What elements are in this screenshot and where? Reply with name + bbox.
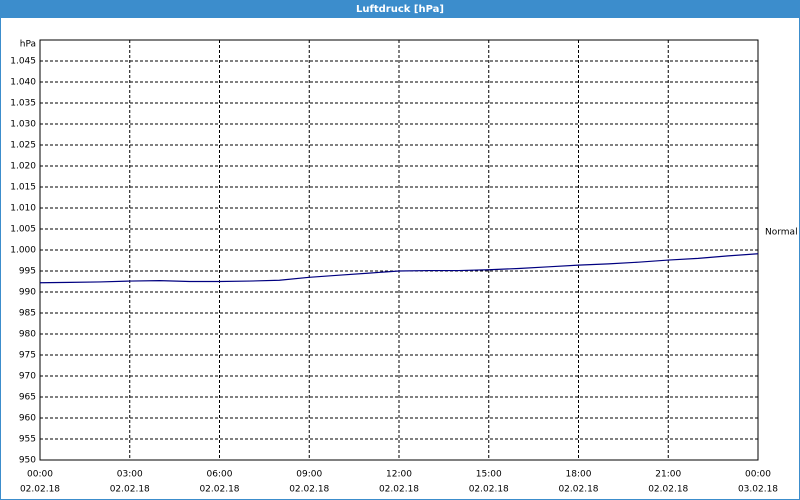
chart-title: Luftdruck [hPa] <box>356 4 444 15</box>
y-axis-label: hPa <box>20 40 36 50</box>
y-tick-label: 975 <box>19 351 36 361</box>
plot-frame <box>39 39 759 461</box>
x-tick-date: 02.02.18 <box>289 485 329 495</box>
y-tick-label: 1.010 <box>10 204 36 214</box>
y-tick-label: 960 <box>19 414 36 424</box>
y-tick-label: 1.030 <box>10 120 36 130</box>
x-tick-date: 03.02.18 <box>738 485 778 495</box>
y-tick-label: 1.025 <box>10 141 36 151</box>
y-tick-label: 965 <box>19 393 36 403</box>
x-tick-label: 09:00 <box>296 470 322 480</box>
x-tick-label: 03:00 <box>117 470 143 480</box>
title-bar <box>0 0 800 18</box>
x-tick-date: 02.02.18 <box>469 485 509 495</box>
y-tick-label: 1.015 <box>10 183 36 193</box>
x-tick-label: 15:00 <box>476 470 502 480</box>
x-tick-label: 12:00 <box>386 470 412 480</box>
y-tick-label: 980 <box>19 330 36 340</box>
y-tick-label: 1.020 <box>10 162 36 172</box>
x-tick-date: 02.02.18 <box>558 485 598 495</box>
x-tick-label: 06:00 <box>207 470 233 480</box>
x-tick-date: 02.02.18 <box>199 485 239 495</box>
y-tick-label: 950 <box>19 456 36 466</box>
x-tick-date: 02.02.18 <box>110 485 150 495</box>
x-tick-date: 02.02.18 <box>379 485 419 495</box>
y-tick-label: 1.000 <box>10 246 36 256</box>
y-tick-label: 955 <box>19 435 36 445</box>
x-tick-label: 21:00 <box>655 470 681 480</box>
y-tick-label: 1.045 <box>10 57 36 67</box>
x-tick-label: 00:00 <box>27 470 53 480</box>
x-tick-date: 02.02.18 <box>20 485 60 495</box>
y-tick-label: 970 <box>19 372 36 382</box>
y-tick-label: 1.040 <box>10 78 36 88</box>
y-tick-label: 995 <box>19 267 36 277</box>
x-tick-date: 02.02.18 <box>648 485 688 495</box>
x-tick-label: 00:00 <box>745 470 771 480</box>
y-tick-label: 990 <box>19 288 36 298</box>
y-tick-label: 1.035 <box>10 99 36 109</box>
x-tick-label: 18:00 <box>566 470 592 480</box>
y-tick-label: 1.005 <box>10 225 36 235</box>
data-line <box>39 253 759 284</box>
legend-label: Normal <box>765 228 798 238</box>
y-tick-label: 985 <box>19 309 36 319</box>
